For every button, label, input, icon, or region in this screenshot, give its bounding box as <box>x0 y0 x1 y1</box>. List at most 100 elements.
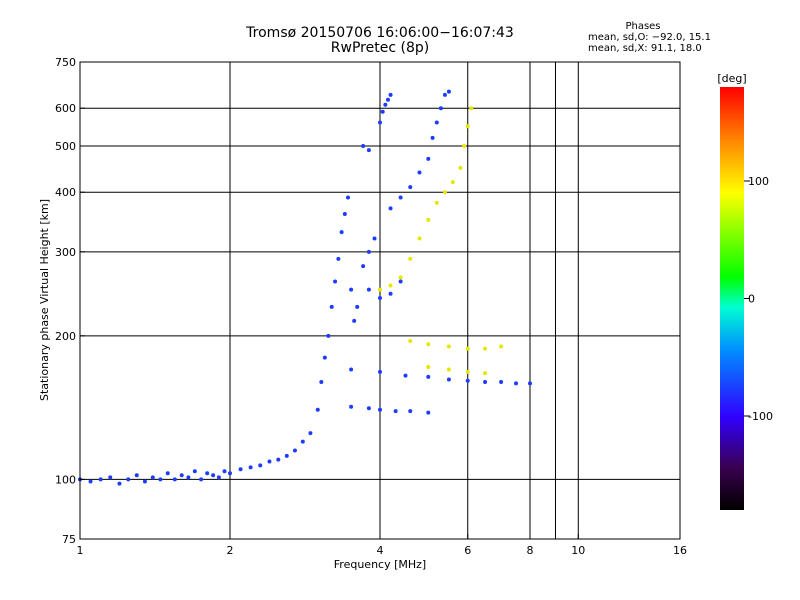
phase-stats-o-mode: mean, sd,O: −92.0, 15.1 <box>588 32 711 43</box>
data-point <box>378 120 382 125</box>
y-tick-label: 300 <box>55 246 76 259</box>
data-point <box>398 275 403 280</box>
phase-stats: Phases mean, sd,O: −92.0, 15.1 mean, sd,… <box>588 21 711 54</box>
data-point <box>326 333 331 338</box>
data-point <box>339 230 344 235</box>
data-point <box>408 339 413 344</box>
data-point <box>438 106 443 111</box>
data-point <box>333 279 338 284</box>
data-point <box>366 287 371 292</box>
x-tick-label: 10 <box>571 544 585 557</box>
data-point <box>228 471 232 476</box>
data-point <box>284 453 289 458</box>
data-point <box>426 410 431 415</box>
data-point <box>446 344 451 349</box>
data-point <box>134 473 139 478</box>
colorbar-tick-label: -100 <box>748 410 773 423</box>
data-point <box>417 236 422 241</box>
data-point <box>267 459 272 464</box>
colorbar-ticks: 100 0 -100 <box>744 175 773 423</box>
y-tick-label: 750 <box>55 56 76 69</box>
data-point <box>378 407 382 412</box>
data-point <box>499 344 504 349</box>
data-point <box>329 304 334 309</box>
data-point <box>248 465 253 470</box>
data-point <box>483 380 488 385</box>
data-points <box>78 89 532 486</box>
data-point <box>361 264 366 269</box>
data-point <box>446 367 451 372</box>
x-tick-label: 16 <box>673 544 687 557</box>
x-tick-labels: 1 2 4 6 8 10 16 <box>77 534 687 557</box>
data-point <box>349 404 354 409</box>
data-point <box>483 371 488 376</box>
data-point <box>465 378 470 383</box>
data-point <box>366 249 371 254</box>
data-point <box>322 355 327 360</box>
x-tick-label: 6 <box>464 544 471 557</box>
data-point <box>385 97 390 102</box>
data-point <box>211 473 216 478</box>
data-point <box>514 381 519 386</box>
data-point <box>222 469 227 474</box>
data-point <box>442 190 447 195</box>
data-point <box>426 342 431 347</box>
chart-subtitle: RwPretec (8p) <box>330 40 430 56</box>
data-point <box>342 212 347 217</box>
data-point <box>308 431 313 436</box>
x-tick-label: 4 <box>377 544 384 557</box>
y-tick-label: 500 <box>55 140 76 153</box>
data-point <box>528 381 532 386</box>
y-tick-label: 100 <box>55 473 76 486</box>
colorbar-tick-label: 0 <box>748 293 755 306</box>
data-point <box>300 439 305 444</box>
data-point <box>126 477 131 482</box>
x-axis-label: Frequency [MHz] <box>334 558 426 571</box>
data-point <box>417 170 422 175</box>
x-tick-label: 8 <box>527 544 534 557</box>
data-point <box>216 475 221 480</box>
data-point <box>179 473 184 478</box>
data-point <box>398 195 403 200</box>
colorbar <box>720 87 744 510</box>
data-point <box>388 92 393 97</box>
data-point <box>117 481 122 486</box>
data-point <box>388 291 393 296</box>
data-point <box>315 407 320 412</box>
y-tick-label: 75 <box>62 533 76 546</box>
data-point <box>258 463 263 468</box>
data-point <box>408 409 413 414</box>
data-point <box>442 92 447 97</box>
y-axis-label: Stationary phase Virtual Height [km] <box>38 199 51 401</box>
data-point <box>378 296 382 301</box>
data-point <box>345 195 350 200</box>
x-tick-label: 2 <box>227 544 234 557</box>
data-point <box>465 369 470 374</box>
data-point <box>483 346 488 351</box>
data-point <box>403 373 408 378</box>
data-point <box>446 89 451 94</box>
y-tick-label: 200 <box>55 330 76 343</box>
data-point <box>142 479 147 484</box>
x-tick-label: 1 <box>77 544 84 557</box>
data-point <box>378 287 382 292</box>
data-point <box>150 475 155 480</box>
data-point <box>98 477 103 482</box>
data-point <box>499 380 504 385</box>
y-tick-label: 400 <box>55 186 76 199</box>
data-point <box>361 143 366 148</box>
data-point <box>398 279 403 284</box>
data-point <box>349 367 354 372</box>
data-point <box>319 380 324 385</box>
phase-stats-x-mode: mean, sd,X: 91.1, 18.0 <box>588 43 702 54</box>
data-point <box>276 457 281 462</box>
data-point <box>434 120 439 125</box>
data-point <box>372 236 377 241</box>
data-point <box>388 283 393 288</box>
data-point <box>355 304 360 309</box>
data-point <box>430 135 435 140</box>
data-point <box>366 148 371 153</box>
grid-lines <box>80 62 680 539</box>
data-point <box>383 102 388 107</box>
chart-title-block: Tromsø 20150706 16:06:00−16:07:43 RwPret… <box>200 26 560 56</box>
